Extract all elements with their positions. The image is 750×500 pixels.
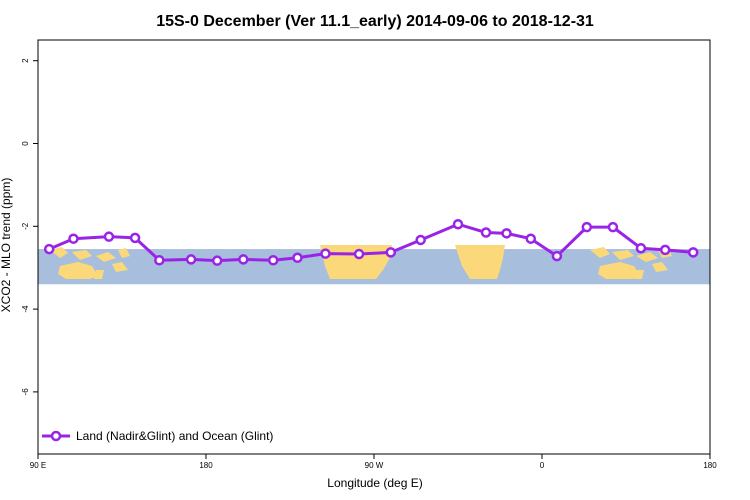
x-tick-label: 180 xyxy=(703,461,717,470)
data-point xyxy=(185,254,197,265)
land-shape xyxy=(118,248,130,258)
data-point xyxy=(659,244,671,256)
data-point xyxy=(353,248,365,260)
legend-marker xyxy=(50,430,62,442)
land-shape xyxy=(58,262,98,279)
land-shape xyxy=(612,250,634,260)
land-shape xyxy=(94,270,104,279)
land-shape xyxy=(652,262,668,272)
series-layer xyxy=(43,218,699,266)
data-point xyxy=(211,255,223,266)
x-tick-label: 0 xyxy=(540,461,545,470)
land-shape xyxy=(636,252,658,262)
data-point xyxy=(415,234,426,246)
y-tick-label: -2 xyxy=(21,222,30,230)
data-point xyxy=(68,233,79,244)
data-point xyxy=(480,227,492,238)
x-tick-label: 180 xyxy=(199,461,213,470)
data-point xyxy=(103,231,115,242)
data-point xyxy=(385,247,397,258)
legend-label: Land (Nadir&Glint) and Ocean (Glint) xyxy=(76,429,273,443)
chart-title: 15S-0 December (Ver 11.1_early) 2014-09-… xyxy=(156,13,594,30)
data-point xyxy=(267,254,279,266)
land-ocean-band xyxy=(38,245,710,285)
data-point xyxy=(43,243,55,255)
data-point xyxy=(292,252,303,264)
land-shape xyxy=(96,252,116,262)
data-point xyxy=(452,218,464,230)
data-point xyxy=(154,254,165,266)
x-axis: 90 E 180 90 W 0 180 xyxy=(30,454,717,470)
data-point xyxy=(129,232,141,244)
land-shape xyxy=(598,262,640,279)
x-tick-label: 90 E xyxy=(30,461,46,470)
data-point xyxy=(320,248,331,259)
x-axis-label: Longitude (deg E) xyxy=(327,476,422,490)
data-point xyxy=(607,221,619,233)
y-tick-label: 2 xyxy=(21,58,30,63)
y-tick-label: -6 xyxy=(21,388,30,396)
y-tick-label: 0 xyxy=(21,141,30,146)
data-point xyxy=(238,254,249,265)
data-point xyxy=(551,250,563,262)
y-tick-label: -4 xyxy=(21,305,30,313)
x-tick-label: 90 W xyxy=(365,461,384,470)
data-point xyxy=(635,242,647,254)
land-shape xyxy=(590,247,610,258)
data-point xyxy=(525,233,537,244)
land-shape xyxy=(112,262,128,272)
land-shape xyxy=(634,270,644,279)
data-point xyxy=(687,247,699,258)
land-shape xyxy=(72,250,92,260)
land-shape xyxy=(455,245,505,279)
data-point xyxy=(501,228,512,239)
y-axis: 2 0 -2 -4 -6 xyxy=(21,58,38,396)
y-axis-label: XCO2 - MLO trend (ppm) xyxy=(0,178,13,313)
data-point xyxy=(581,221,593,233)
legend: Land (Nadir&Glint) and Ocean (Glint) xyxy=(42,429,273,443)
land-shape xyxy=(50,247,68,258)
